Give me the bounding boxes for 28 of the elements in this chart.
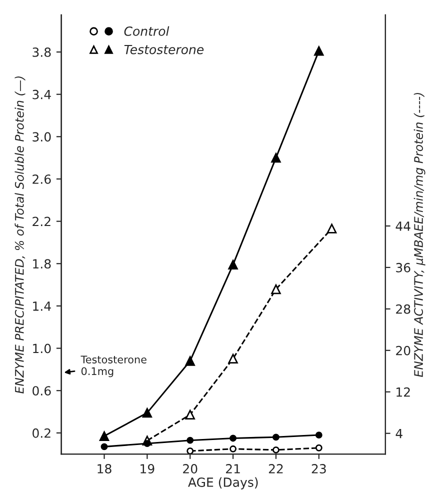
y-tick-label: 1.8 bbox=[33, 259, 51, 269]
x-tick-label: 19 bbox=[140, 464, 154, 474]
y-tick-label: 3.4 bbox=[32, 90, 51, 100]
y-tick-label: 1.4 bbox=[33, 302, 51, 311]
y-tick-label: 2.2 bbox=[32, 216, 50, 226]
y-tick-label: 1.0 bbox=[33, 344, 51, 354]
y-tick-label: 3.8 bbox=[32, 47, 51, 57]
y-tick-label: 0.6 bbox=[32, 386, 51, 396]
legend-label: Testosterone bbox=[124, 44, 204, 54]
y-tick-label: 0.2 bbox=[32, 428, 50, 438]
x-tick-label: 23 bbox=[312, 464, 326, 474]
y2-tick-label: 28 bbox=[396, 304, 410, 314]
y-tick-label: 3.0 bbox=[32, 132, 51, 142]
y2-tick-label: 36 bbox=[396, 262, 410, 272]
annotation: Testosterone 0.1mg bbox=[80, 356, 146, 378]
x-tick-label: 22 bbox=[268, 464, 283, 474]
x-axis-title: AGE (Days) bbox=[188, 477, 258, 490]
legend-label: Control bbox=[124, 26, 170, 36]
y2-tick-label: 44 bbox=[396, 222, 410, 231]
x-tick-label: 18 bbox=[98, 464, 112, 474]
y2-tick-label: 20 bbox=[396, 346, 410, 356]
x-tick-label: 21 bbox=[226, 464, 240, 474]
y2-axis-title: ENZYME ACTIVITY, μMBAEE/min/mg Protein (----) bbox=[414, 92, 426, 377]
y-tick-label: 2.6 bbox=[32, 174, 51, 184]
y2-tick-label: 4 bbox=[396, 428, 402, 438]
y2-tick-label: 12 bbox=[396, 387, 410, 397]
x-tick-label: 20 bbox=[183, 464, 198, 474]
y-axis-title: ENZYME PRECIPITATED, % of Total Soluble Protein (—) bbox=[14, 76, 26, 394]
